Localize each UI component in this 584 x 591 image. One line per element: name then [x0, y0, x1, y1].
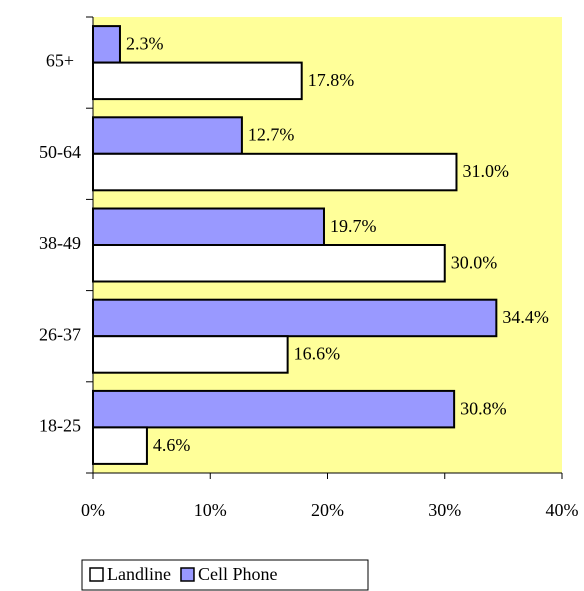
- data-label: 12.7%: [248, 125, 295, 145]
- bar: [92, 25, 121, 64]
- bar: [92, 207, 325, 246]
- data-label: 30.0%: [451, 252, 498, 272]
- data-label: 34.4%: [502, 307, 548, 327]
- y-tick-label: 18-25: [39, 416, 81, 436]
- data-label: 16.6%: [294, 344, 341, 364]
- data-label: 4.6%: [153, 435, 191, 455]
- y-tick-label: 65+: [46, 51, 74, 71]
- legend-label: Landline: [107, 564, 171, 584]
- bar: [92, 152, 458, 192]
- y-tick-label: 26-37: [39, 324, 81, 344]
- y-tick-label: 50-64: [39, 142, 81, 162]
- legend-swatch: [89, 567, 104, 582]
- data-label: 19.7%: [330, 216, 377, 236]
- legend: [81, 559, 369, 591]
- y-tick-label: 38-49: [39, 233, 81, 253]
- bar: [92, 116, 243, 155]
- x-tick-label: 30%: [428, 500, 461, 520]
- data-label: 31.0%: [462, 161, 509, 181]
- bar: [92, 335, 289, 374]
- bar: [92, 298, 498, 338]
- bar: [92, 61, 303, 101]
- data-label: 17.8%: [308, 70, 355, 90]
- x-tick-label: 10%: [194, 500, 227, 520]
- legend-label: Cell Phone: [198, 564, 278, 584]
- data-label: 30.8%: [460, 398, 507, 418]
- bar: [92, 244, 446, 283]
- data-label: 2.3%: [126, 33, 164, 53]
- legend-swatch: [180, 567, 195, 582]
- bar: [92, 389, 456, 429]
- bar: [92, 426, 148, 465]
- x-tick-label: 40%: [546, 500, 579, 520]
- x-tick-label: 20%: [311, 500, 344, 520]
- x-tick-label: 0%: [81, 500, 105, 520]
